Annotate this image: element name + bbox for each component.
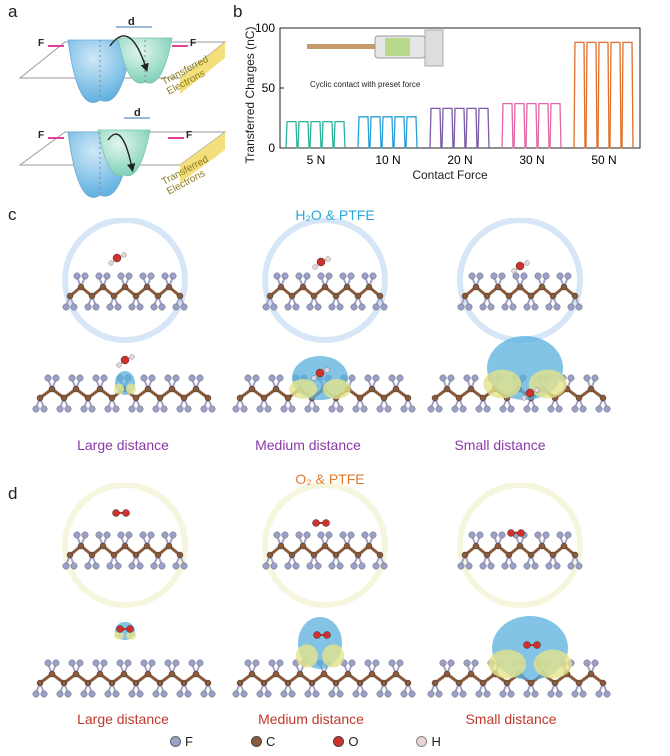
c-distance-large: Large distance [77,437,169,453]
c-distance-small: Small distance [454,437,546,453]
force-label-4: F [186,130,193,141]
c-ptfe-chain-top-large [62,272,188,311]
legend-item-f: F [170,734,193,749]
c-water-bottom-small [521,387,540,401]
potential-well-green-2-icon [97,129,151,177]
x-tick-label: 30 N [519,153,544,167]
transferred-charges-chart: 0 50 100 5 N 10 N 20 N 30 N 50 N [255,21,641,167]
d-charge-density-medium [295,617,345,669]
c-charge-density-medium [289,356,351,400]
series-line-5N [285,120,346,149]
chart-xlabel: Contact Force [412,168,488,182]
c-charge-density-small [483,336,567,400]
d-oxygen-bottom-small [523,641,541,649]
x-tick-label: 5 N [307,153,326,167]
d-oxygen-bottom-large [116,625,134,633]
d-oxygen-molecule-large [112,509,130,517]
d-distance-small: Small distance [465,711,557,727]
d-distance-large: Large distance [77,711,169,727]
series-line-50N [573,41,634,149]
chart-ylabel: Transferred Charges (nC) [243,26,257,164]
x-tick-label: 50 N [591,153,616,167]
d-ptfe-chain-bottom-medium [232,659,416,698]
panel-d-title: O₂ & PTFE [295,471,365,487]
legend-item-h: H [416,734,441,749]
panel-a-illustration [18,26,227,198]
c-ptfe-chain-top-medium [262,272,388,311]
c-water-bottom-medium [311,367,330,381]
panel-b-label: b [233,2,243,21]
x-tick-label: 20 N [447,153,472,167]
d-circle-medium [262,483,388,608]
d-charge-density-small [488,616,572,680]
force-label-2: F [190,38,197,49]
d-ptfe-chain-top-large [62,531,188,570]
panel-d-label: d [8,484,18,503]
c-circle-medium [262,218,388,343]
atom-legend: F C O H [170,734,441,749]
distance-label-top: d [128,16,135,28]
panel-a-label: a [8,2,18,21]
distance-label-bottom: d [134,107,141,119]
legend-item-o: O [333,734,358,749]
y-tick-label: 100 [255,21,275,35]
force-label-1: F [38,38,45,49]
c-water-molecule-small [511,260,530,274]
d-ptfe-chain-bottom-large [32,659,216,698]
panel-d-illustration [32,483,611,698]
series-line-20N [429,107,490,149]
panel-c-illustration [32,218,611,413]
c-water-molecule-medium [312,256,331,270]
panel-c-label: c [8,205,17,224]
c-water-molecule-large [108,252,127,266]
panel-c-title: H₂O & PTFE [295,207,375,223]
y-tick-label: 50 [262,81,276,95]
atom-f-icon [170,736,181,747]
d-oxygen-molecule-medium [312,519,330,527]
inset-device-icon [307,29,444,67]
legend-item-c: C [250,734,275,749]
d-oxygen-bottom-medium [313,631,331,639]
inset-caption: Cyclic contact with preset force [310,80,421,89]
d-ptfe-chain-top-small [457,531,583,570]
c-distance-medium: Medium distance [255,437,361,453]
series-line-10N [357,116,418,149]
c-circle-large [62,218,188,343]
force-label-3: F [38,130,45,141]
atom-c-icon [250,736,262,747]
d-oxygen-molecule-small [507,529,525,537]
d-distance-medium: Medium distance [258,711,364,727]
c-charge-density-large [114,371,136,395]
d-circle-small [457,483,583,608]
series-line-30N [501,102,562,149]
atom-h-icon [416,736,428,747]
y-tick-label: 0 [268,141,275,155]
atom-o-icon [333,736,345,747]
d-ptfe-chain-top-medium [262,531,388,570]
x-tick-label: 10 N [375,153,400,167]
c-ptfe-chain-top-small [457,272,583,311]
c-water-bottom-large [116,354,135,368]
d-circle-large [62,483,188,608]
